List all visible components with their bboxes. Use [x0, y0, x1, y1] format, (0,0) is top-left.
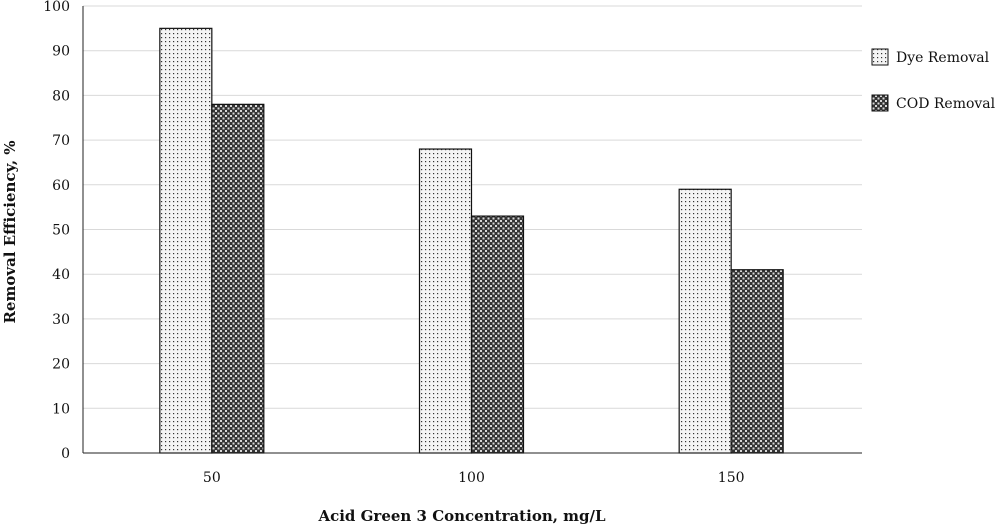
y-tick-label-30: 30 [52, 312, 70, 328]
bar-cod-removal-50 [211, 103, 265, 454]
y-tick-label-10: 10 [52, 401, 70, 417]
y-axis-title: Removal Efficiency, % [1, 140, 19, 323]
x-tick-label-50: 50 [203, 470, 221, 486]
legend-label-dye-removal: Dye Removal [896, 50, 990, 66]
legend-swatch-cod-removal [871, 94, 889, 112]
bar-dye-removal-50 [159, 27, 213, 454]
y-tick-label-80: 80 [52, 88, 70, 104]
y-tick-label-90: 90 [52, 44, 70, 60]
bar-dye-removal-150 [678, 188, 732, 454]
axes [82, 6, 862, 454]
y-tick-label-20: 20 [52, 357, 70, 373]
x-tick-label-150: 150 [718, 470, 745, 486]
bar-cod-removal-100 [470, 215, 525, 454]
y-tick-label-0: 0 [61, 446, 70, 462]
y-tick-label-100: 100 [43, 0, 70, 15]
legend-swatch-dye-removal [871, 48, 889, 66]
y-tick-label-70: 70 [52, 133, 70, 149]
x-tick-labels: 50 100 150 [203, 470, 745, 486]
legend: Dye Removal COD Removal [871, 48, 996, 112]
y-tick-label-40: 40 [52, 267, 70, 283]
bars-group [159, 27, 784, 454]
x-axis-title: Acid Green 3 Concentration, mg/L [317, 507, 606, 525]
legend-label-cod-removal: COD Removal [896, 96, 996, 112]
y-tick-labels: 0 10 20 30 40 50 60 70 80 90 100 [43, 0, 70, 462]
x-tick-label-100: 100 [458, 470, 485, 486]
y-tick-label-60: 60 [52, 178, 70, 194]
bar-dye-removal-100 [418, 148, 473, 454]
y-tick-label-50: 50 [52, 223, 70, 239]
bar-cod-removal-150 [730, 269, 784, 454]
